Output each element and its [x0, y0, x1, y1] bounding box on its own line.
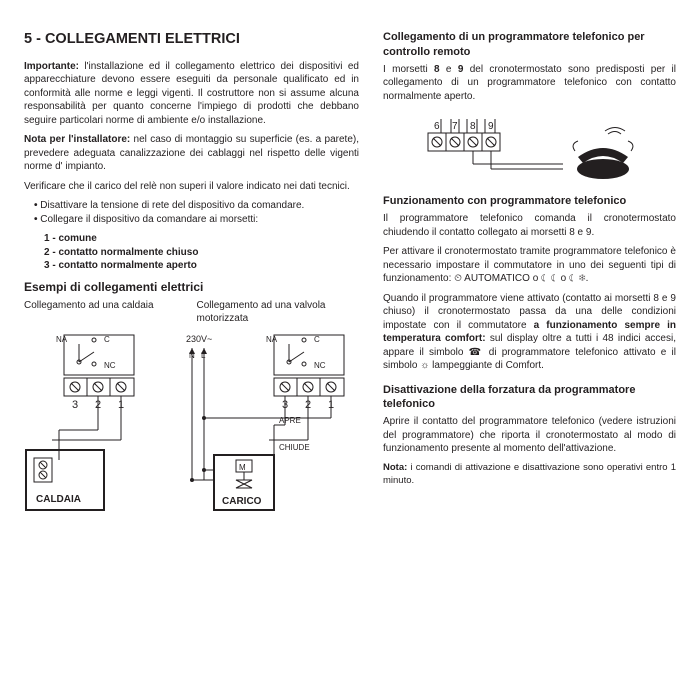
- func-p2: Per attivare il cronotermostato tramite …: [383, 245, 676, 286]
- diagram-captions: Collegamento ad una caldaia Collegamento…: [24, 299, 359, 326]
- remote-paragraph: I morsetti 8 e 9 del cronotermostato son…: [383, 63, 676, 104]
- t9: 9: [488, 121, 494, 132]
- t6: 6: [434, 121, 440, 132]
- remote-heading: Collegamento di un programmatore telefon…: [383, 30, 676, 60]
- nc-label-2: NC: [314, 361, 326, 370]
- terminal-list: 1 - comune 2 - contatto normalmente chiu…: [44, 232, 359, 273]
- func-heading: Funzionamento con programmatore telefoni…: [383, 194, 676, 209]
- bullet-2: Collegare il dispositivo da comandare ai…: [34, 213, 359, 227]
- na-label-2: NA: [266, 335, 278, 344]
- nota-installatore-paragraph: Nota per l'installatore: nel caso di mon…: [24, 133, 359, 174]
- c-label: C: [104, 335, 110, 344]
- diagram-caldaia: NA C NC 3 2 1: [24, 330, 174, 520]
- chiude-label: CHIUDE: [279, 443, 310, 452]
- t7: 7: [452, 121, 458, 132]
- carico-label: CARICO: [222, 496, 262, 507]
- left-column: 5 - COLLEGAMENTI ELETTRICI Importante: l…: [24, 30, 359, 670]
- t8: 8: [470, 121, 476, 132]
- func-p1: Il programmatore telefonico comanda il c…: [383, 212, 676, 239]
- deact-heading: Disattivazione della forzatura da progra…: [383, 383, 676, 413]
- terminal-2: 2 - contatto normalmente chiuso: [44, 246, 359, 260]
- diagrams-row: NA C NC 3 2 1: [24, 330, 359, 520]
- section-title: 5 - COLLEGAMENTI ELETTRICI: [24, 30, 359, 50]
- terminal-3: 3 - contatto normalmente aperto: [44, 259, 359, 273]
- diagram-valvola: 230V~ N L NA C NC: [184, 330, 359, 520]
- terminal-1: 1 - comune: [44, 232, 359, 246]
- caldaia-label: CALDAIA: [36, 494, 81, 505]
- bullet-1: Disattivare la tensione di rete del disp…: [34, 199, 359, 213]
- nota-installatore-label: Nota per l'installatore:: [24, 134, 130, 145]
- v230-label: 230V~: [186, 334, 212, 344]
- caption-1: Collegamento ad una caldaia: [24, 299, 187, 326]
- verify-paragraph: Verificare che il carico del relè non su…: [24, 180, 359, 194]
- importante-label: Importante:: [24, 61, 79, 72]
- bullet-list: Disattivare la tensione di rete del disp…: [34, 199, 359, 226]
- c-label-2: C: [314, 335, 320, 344]
- importante-paragraph: Importante: l'installazione ed il colleg…: [24, 60, 359, 128]
- phone-diagram: 6 7 8 9: [423, 109, 676, 184]
- m-label: M: [239, 463, 246, 472]
- caption-2: Collegamento ad una valvola motorizzata: [197, 299, 360, 326]
- na-label: NA: [56, 335, 68, 344]
- term-3: 3: [72, 399, 78, 411]
- nota-final: Nota: i comandi di attivazione e disatti…: [383, 462, 676, 488]
- right-column: Collegamento di un programmatore telefon…: [383, 30, 676, 670]
- func-p3: Quando il programmatore viene attivato (…: [383, 292, 676, 373]
- apre-label: APRE: [279, 416, 301, 425]
- nc-label: NC: [104, 361, 116, 370]
- examples-heading: Esempi di collegamenti elettrici: [24, 279, 359, 295]
- deact-p: Aprire il contatto del programmatore tel…: [383, 415, 676, 456]
